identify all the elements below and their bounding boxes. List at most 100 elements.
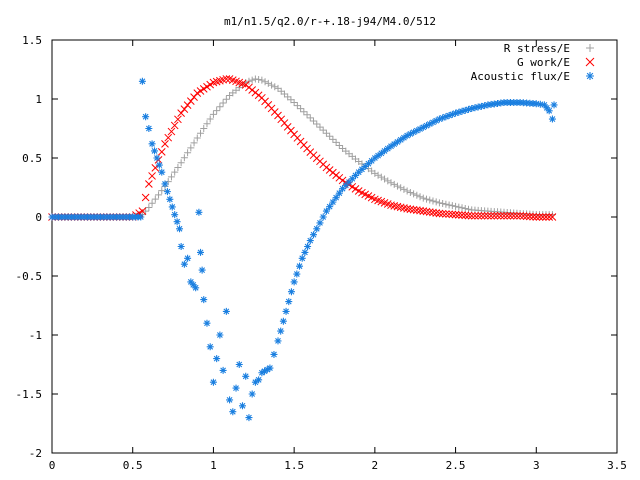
data-point <box>585 57 595 67</box>
data-point <box>200 125 208 132</box>
data-point <box>381 147 389 155</box>
data-point <box>310 117 318 125</box>
data-point <box>287 288 295 296</box>
data-point <box>279 317 287 325</box>
data-point <box>455 203 463 211</box>
data-point <box>141 193 150 202</box>
data-point <box>361 162 369 170</box>
data-point <box>255 76 263 84</box>
data-point <box>171 168 179 176</box>
legend-label: Acoustic flux/E <box>471 70 570 83</box>
data-point <box>371 154 379 162</box>
data-point <box>422 207 431 216</box>
data-point <box>177 109 185 118</box>
data-point <box>477 211 486 220</box>
data-point <box>442 200 450 208</box>
data-point <box>496 211 505 220</box>
data-point <box>426 120 434 128</box>
data-point <box>138 207 147 215</box>
data-point <box>176 225 184 233</box>
data-point <box>461 211 470 220</box>
data-point <box>445 210 453 219</box>
data-point <box>413 127 421 135</box>
data-point <box>335 189 343 197</box>
x-tick-label: 3 <box>533 459 540 472</box>
data-point <box>406 205 415 214</box>
data-point <box>458 107 466 115</box>
data-point <box>301 248 309 256</box>
series-layer <box>48 75 558 422</box>
data-point <box>163 188 171 196</box>
data-point <box>167 173 175 181</box>
data-point <box>313 120 321 128</box>
data-point <box>529 212 537 221</box>
data-point <box>358 165 366 173</box>
data-point <box>145 180 153 188</box>
data-point <box>540 101 548 109</box>
data-point <box>403 204 411 213</box>
data-point <box>180 154 188 162</box>
data-point <box>387 179 395 187</box>
data-point <box>137 213 145 221</box>
data-point <box>481 102 489 110</box>
data-point <box>166 195 174 203</box>
data-point <box>412 206 421 215</box>
data-point <box>387 142 395 150</box>
data-point <box>454 211 463 219</box>
data-point <box>282 307 290 315</box>
data-point <box>263 366 271 374</box>
y-tick-label: -1 <box>29 329 42 342</box>
data-point <box>400 134 408 142</box>
data-point <box>432 117 440 125</box>
data-point <box>138 77 146 85</box>
data-point <box>329 198 337 206</box>
data-point <box>348 175 356 183</box>
data-point <box>413 191 421 199</box>
data-point <box>200 296 208 304</box>
data-point <box>396 203 405 212</box>
data-point <box>458 211 466 219</box>
data-point <box>416 206 424 215</box>
data-point <box>503 211 512 220</box>
data-point <box>410 190 418 198</box>
data-point <box>374 152 382 160</box>
data-point <box>142 207 150 215</box>
data-point <box>242 372 250 380</box>
data-point <box>448 210 457 219</box>
data-point <box>545 107 553 115</box>
data-point <box>285 298 293 306</box>
data-point <box>290 99 298 107</box>
plot-frame <box>51 39 618 454</box>
data-point <box>213 107 221 115</box>
data-point <box>429 197 437 205</box>
data-point <box>439 200 447 208</box>
data-point <box>543 104 551 112</box>
data-point <box>238 402 246 410</box>
data-point <box>536 100 544 108</box>
data-point <box>155 161 163 169</box>
data-point <box>174 163 182 171</box>
data-point <box>192 284 200 292</box>
data-point <box>186 97 195 105</box>
data-point <box>474 103 482 111</box>
data-point <box>198 266 206 274</box>
data-point <box>339 185 347 193</box>
data-point <box>409 205 418 214</box>
data-point <box>532 213 541 221</box>
data-point <box>173 218 181 226</box>
data-point <box>586 72 594 80</box>
data-point <box>429 118 437 126</box>
y-tick-label: -2 <box>29 447 42 460</box>
legend-swatch <box>585 57 595 67</box>
data-point <box>261 78 269 86</box>
data-point <box>203 120 211 128</box>
data-point <box>319 126 327 134</box>
data-point <box>174 115 182 124</box>
data-point <box>532 100 540 108</box>
data-point <box>216 331 224 339</box>
data-point <box>177 243 185 250</box>
series-r-stress-e <box>48 75 556 221</box>
data-point <box>377 149 385 157</box>
data-point <box>522 212 531 221</box>
x-tick-label: 3.5 <box>607 459 627 472</box>
